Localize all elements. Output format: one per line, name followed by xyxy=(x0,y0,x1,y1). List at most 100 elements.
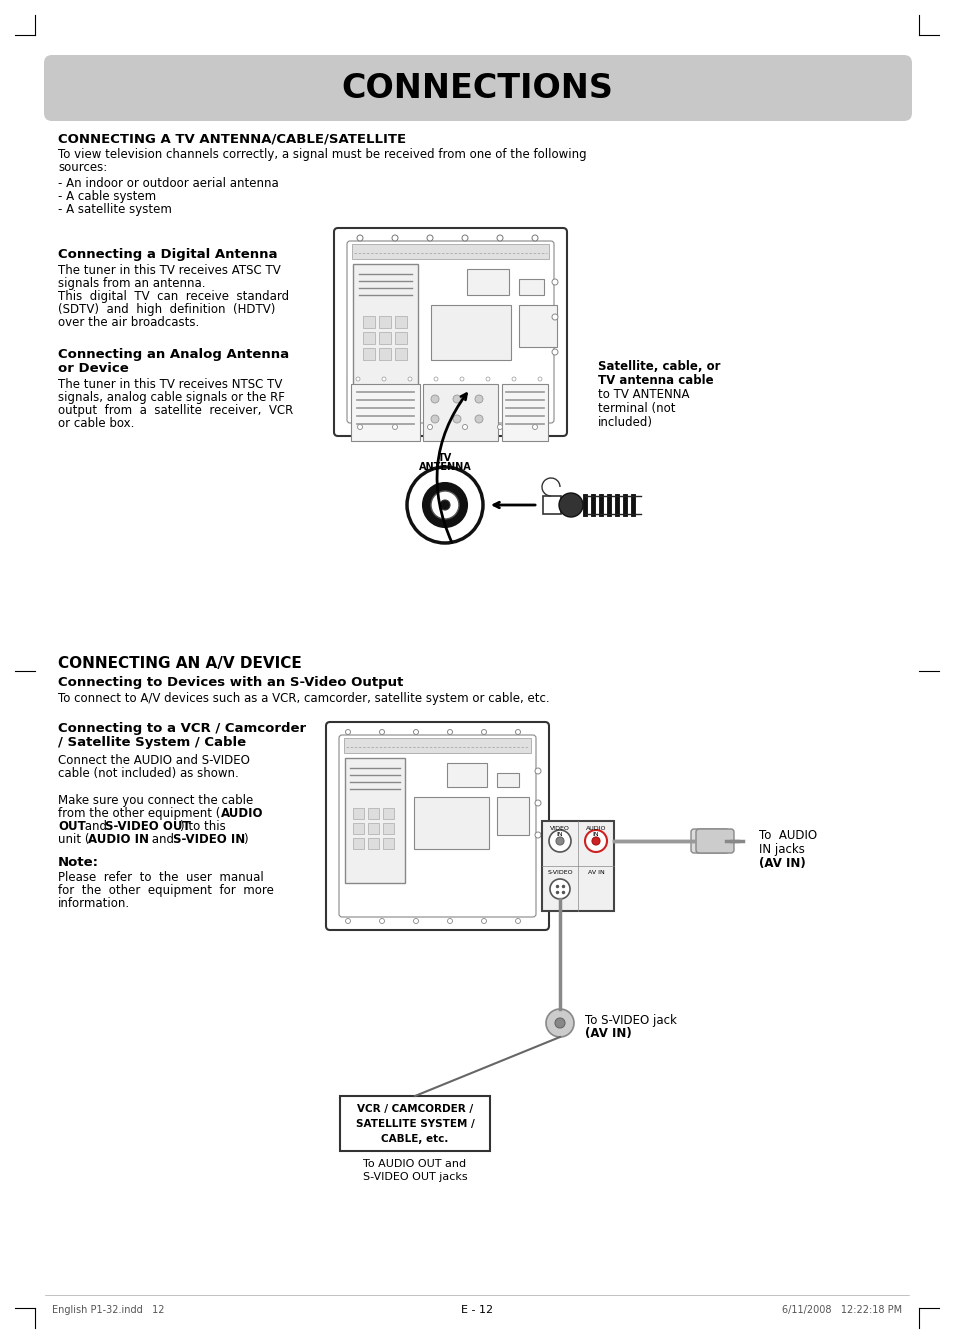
Bar xyxy=(378,332,391,344)
Text: 6/11/2008   12:22:18 PM: 6/11/2008 12:22:18 PM xyxy=(781,1305,901,1315)
Circle shape xyxy=(431,415,438,423)
Text: AUDIO: AUDIO xyxy=(221,807,263,821)
Text: To  AUDIO: To AUDIO xyxy=(759,829,817,842)
Text: The tuner in this TV receives NTSC TV: The tuner in this TV receives NTSC TV xyxy=(58,377,282,391)
Text: and: and xyxy=(148,833,177,846)
Bar xyxy=(368,823,378,834)
Circle shape xyxy=(427,424,432,430)
Text: This  digital  TV  can  receive  standard: This digital TV can receive standard xyxy=(58,290,289,304)
Bar xyxy=(345,757,405,882)
Circle shape xyxy=(535,833,540,838)
Bar xyxy=(353,808,364,819)
Circle shape xyxy=(485,377,490,381)
FancyBboxPatch shape xyxy=(326,723,548,929)
Circle shape xyxy=(532,235,537,240)
Circle shape xyxy=(552,349,558,355)
Circle shape xyxy=(392,235,397,240)
Text: Please  refer  to  the  user  manual: Please refer to the user manual xyxy=(58,872,263,884)
Text: S-VIDEO OUT jacks: S-VIDEO OUT jacks xyxy=(362,1172,467,1182)
Circle shape xyxy=(422,483,467,526)
Text: Note:: Note: xyxy=(58,855,99,869)
Text: English P1-32.indd   12: English P1-32.indd 12 xyxy=(52,1305,164,1315)
Text: Connecting an Analog Antenna: Connecting an Analog Antenna xyxy=(58,348,289,361)
Text: Connect the AUDIO and S-VIDEO: Connect the AUDIO and S-VIDEO xyxy=(58,753,250,767)
Text: information.: information. xyxy=(58,897,130,911)
Circle shape xyxy=(515,919,520,924)
Bar xyxy=(363,348,375,360)
Text: To AUDIO OUT and: To AUDIO OUT and xyxy=(363,1159,466,1168)
Bar xyxy=(344,739,531,753)
Text: TV antenna cable: TV antenna cable xyxy=(598,373,713,387)
Circle shape xyxy=(461,235,468,240)
Text: from the other equipment (: from the other equipment ( xyxy=(58,807,220,821)
Circle shape xyxy=(427,235,433,240)
FancyBboxPatch shape xyxy=(696,829,733,853)
Text: CABLE, etc.: CABLE, etc. xyxy=(381,1133,448,1144)
Text: CONNECTING AN A/V DEVICE: CONNECTING AN A/V DEVICE xyxy=(58,655,301,672)
FancyBboxPatch shape xyxy=(334,228,566,436)
Text: E - 12: E - 12 xyxy=(460,1305,493,1315)
Circle shape xyxy=(556,837,563,845)
Circle shape xyxy=(532,424,537,430)
Circle shape xyxy=(535,800,540,806)
Bar xyxy=(378,348,391,360)
Circle shape xyxy=(439,500,450,510)
Bar xyxy=(518,279,543,295)
Bar xyxy=(382,808,394,819)
Text: IN jacks: IN jacks xyxy=(759,843,804,855)
Bar xyxy=(395,332,407,344)
Circle shape xyxy=(497,424,502,430)
Bar xyxy=(363,316,375,328)
Text: and: and xyxy=(81,821,111,833)
Circle shape xyxy=(434,377,437,381)
Text: or cable box.: or cable box. xyxy=(58,416,134,430)
Circle shape xyxy=(550,880,569,898)
Circle shape xyxy=(431,492,458,518)
Text: ): ) xyxy=(243,833,248,846)
Text: / Satellite System / Cable: / Satellite System / Cable xyxy=(58,736,246,749)
Circle shape xyxy=(462,424,467,430)
Text: Connecting to a VCR / Camcorder: Connecting to a VCR / Camcorder xyxy=(58,723,306,735)
Bar xyxy=(382,838,394,849)
Text: to TV ANTENNA: to TV ANTENNA xyxy=(598,388,689,402)
Bar xyxy=(353,838,364,849)
Circle shape xyxy=(392,424,397,430)
Bar xyxy=(497,774,518,787)
Circle shape xyxy=(497,235,502,240)
Text: VIDEO: VIDEO xyxy=(550,826,569,831)
Text: over the air broadcasts.: over the air broadcasts. xyxy=(58,316,199,329)
Circle shape xyxy=(357,424,362,430)
Circle shape xyxy=(355,377,359,381)
Text: - A satellite system: - A satellite system xyxy=(58,203,172,216)
Circle shape xyxy=(408,377,412,381)
Bar xyxy=(353,265,417,393)
Text: (AV IN): (AV IN) xyxy=(759,857,805,870)
Text: To view television channels correctly, a signal must be received from one of the: To view television channels correctly, a… xyxy=(58,148,586,161)
Bar xyxy=(447,763,486,787)
Circle shape xyxy=(475,395,482,403)
Circle shape xyxy=(481,919,486,924)
Text: The tuner in this TV receives ATSC TV: The tuner in this TV receives ATSC TV xyxy=(58,265,280,277)
FancyBboxPatch shape xyxy=(690,829,728,853)
Text: VCR / CAMCORDER /: VCR / CAMCORDER / xyxy=(356,1104,473,1113)
Text: signals, analog cable signals or the RF: signals, analog cable signals or the RF xyxy=(58,391,285,404)
Bar xyxy=(395,348,407,360)
Bar xyxy=(541,821,614,911)
Circle shape xyxy=(481,729,486,735)
Circle shape xyxy=(459,377,463,381)
Bar xyxy=(497,796,529,835)
Bar xyxy=(339,1096,490,1151)
Circle shape xyxy=(447,729,452,735)
Text: S-VIDEO IN: S-VIDEO IN xyxy=(172,833,245,846)
Text: signals from an antenna.: signals from an antenna. xyxy=(58,277,205,290)
Text: or Device: or Device xyxy=(58,363,129,375)
Circle shape xyxy=(345,729,350,735)
Bar xyxy=(353,823,364,834)
Text: S-VIDEO: S-VIDEO xyxy=(547,870,572,876)
Text: IN: IN xyxy=(557,833,562,837)
Text: OUT: OUT xyxy=(58,821,86,833)
Circle shape xyxy=(407,467,482,543)
Bar xyxy=(542,496,560,514)
Text: CONNECTING A TV ANTENNA/CABLE/SATELLITE: CONNECTING A TV ANTENNA/CABLE/SATELLITE xyxy=(58,132,406,145)
Text: (AV IN): (AV IN) xyxy=(584,1027,631,1039)
